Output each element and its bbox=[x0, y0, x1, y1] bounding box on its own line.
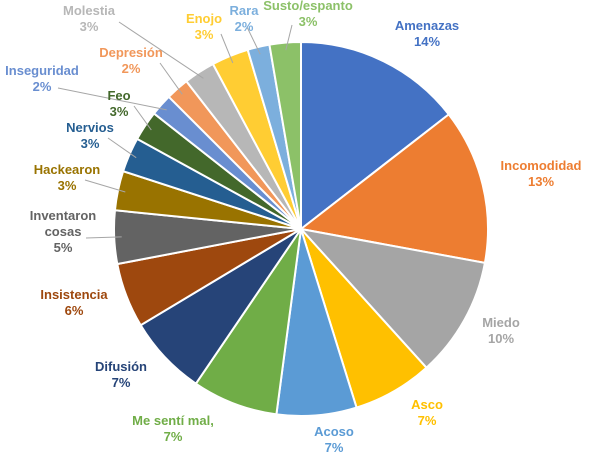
data-label-percent: 7% bbox=[164, 429, 183, 444]
data-label-percent: 3% bbox=[81, 136, 100, 151]
slice-amenazas bbox=[300, 40, 451, 232]
leader-line-susto-espanto bbox=[285, 24, 293, 51]
leader-line-enojo bbox=[220, 33, 234, 64]
slice-susto-espanto bbox=[268, 40, 302, 230]
data-label-percent: 3% bbox=[80, 19, 99, 34]
data-label-name: Acoso bbox=[314, 424, 354, 439]
data-label-rara: Rara 2% bbox=[230, 3, 260, 34]
leader-line-molestia bbox=[118, 21, 204, 79]
leader-line-feo bbox=[133, 105, 152, 131]
leader-line-depresion bbox=[159, 62, 183, 95]
leader-line-nervios bbox=[107, 137, 137, 159]
data-label-name: Rara bbox=[230, 3, 260, 18]
data-label-percent: 2% bbox=[235, 19, 254, 34]
data-label-depresion: Depresión 2% bbox=[99, 45, 163, 76]
data-label-asco: Asco 7% bbox=[411, 397, 443, 428]
data-label-name: Insistencia bbox=[40, 287, 108, 302]
data-label-name: Inventaron bbox=[30, 208, 97, 223]
leader-line-rara bbox=[246, 26, 261, 55]
data-labels: Amenazas 14%Incomodidad 13%Miedo 10%Asco 7%A… bbox=[5, 0, 581, 455]
data-label-percent: 13% bbox=[528, 174, 554, 189]
leader-lines bbox=[57, 21, 293, 239]
data-label-acoso: Acoso 7% bbox=[314, 424, 354, 455]
data-label-insistencia: Insistencia 6% bbox=[40, 287, 108, 318]
data-label-name: Feo bbox=[107, 88, 130, 103]
slice-miedo bbox=[298, 227, 487, 370]
data-label-percent: 3% bbox=[195, 27, 214, 42]
pie-slices bbox=[113, 40, 489, 417]
data-label-name: Amenazas bbox=[395, 18, 459, 33]
data-label-difusion: Difusión 7% bbox=[95, 359, 147, 390]
data-label-hackearon: Hackearon 3% bbox=[34, 162, 101, 193]
data-label-percent: 10% bbox=[488, 331, 514, 346]
data-label-percent: 7% bbox=[418, 413, 437, 428]
data-label-feo: Feo 3% bbox=[107, 88, 130, 119]
data-label-susto-espanto: Susto/espanto 3% bbox=[263, 0, 353, 29]
data-label-name: Miedo bbox=[482, 315, 520, 330]
data-label-name: Asco bbox=[411, 397, 443, 412]
data-label-percent: 2% bbox=[33, 79, 52, 94]
data-label-percent: 5% bbox=[54, 240, 73, 255]
data-label-name: Me sentí mal, bbox=[132, 413, 214, 428]
data-label-percent: 3% bbox=[110, 104, 129, 119]
data-label-name: Molestia bbox=[63, 3, 116, 18]
data-label-percent: 3% bbox=[58, 178, 77, 193]
data-label-name: Hackearon bbox=[34, 162, 101, 177]
data-label-name: Susto/espanto bbox=[263, 0, 353, 13]
data-label-name: Inseguridad bbox=[5, 63, 79, 78]
slice-incomodidad bbox=[298, 112, 489, 265]
data-label-name: Difusión bbox=[95, 359, 147, 374]
data-label-nervios: Nervios 3% bbox=[66, 120, 114, 151]
data-label-inventaron-cosas: Inventaron cosas 5% bbox=[30, 208, 97, 255]
data-label-molestia: Molestia 3% bbox=[63, 3, 116, 34]
data-label-amenazas: Amenazas 14% bbox=[395, 18, 459, 49]
leader-line-hackearon bbox=[84, 179, 126, 193]
leader-line-inseguridad bbox=[57, 87, 167, 111]
data-label-percent: 7% bbox=[325, 440, 344, 455]
data-label-name: Enojo bbox=[186, 11, 222, 26]
data-label-percent: 2% bbox=[122, 61, 141, 76]
data-label-percent: 3% bbox=[299, 14, 318, 29]
data-label-me-senti-mal: Me sentí mal, 7% bbox=[132, 413, 214, 444]
data-label-name: Depresión bbox=[99, 45, 163, 60]
data-label-percent: 14% bbox=[414, 34, 440, 49]
data-label-name: cosas bbox=[45, 224, 82, 239]
data-label-enojo: Enojo 3% bbox=[186, 11, 222, 42]
leader-line-inventaron-cosas bbox=[85, 236, 122, 239]
data-label-inseguridad: Inseguridad 2% bbox=[5, 63, 79, 94]
data-label-percent: 6% bbox=[65, 303, 84, 318]
data-label-incomodidad: Incomodidad 13% bbox=[501, 158, 582, 189]
data-label-miedo: Miedo 10% bbox=[482, 315, 520, 346]
data-label-name: Nervios bbox=[66, 120, 114, 135]
data-label-percent: 7% bbox=[112, 375, 131, 390]
data-label-name: Incomodidad bbox=[501, 158, 582, 173]
